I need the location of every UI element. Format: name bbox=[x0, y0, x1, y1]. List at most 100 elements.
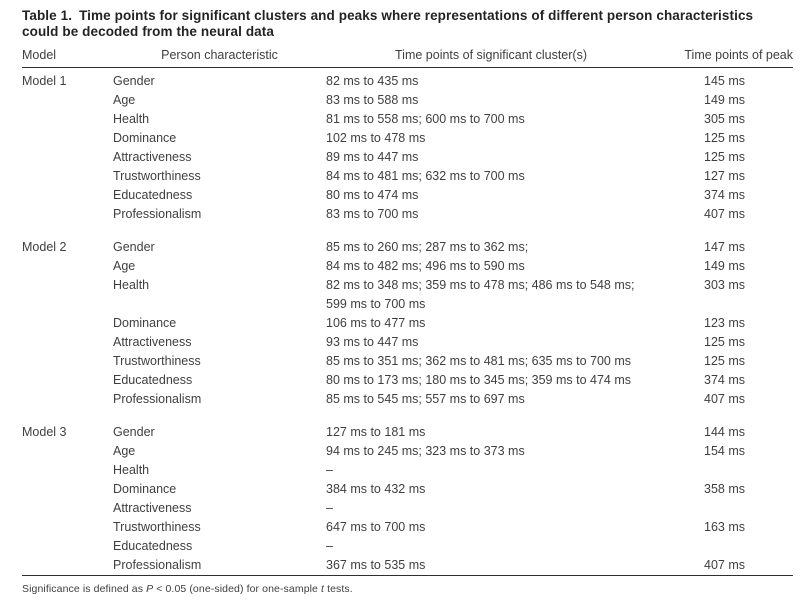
table-row: Attractiveness 89 ms to 447 ms 125 ms bbox=[22, 148, 793, 167]
cell-model bbox=[22, 371, 113, 390]
cell-model bbox=[22, 276, 113, 314]
table-row: Age 94 ms to 245 ms; 323 ms to 373 ms 154 … bbox=[22, 442, 793, 461]
cell-characteristic: Educatedness bbox=[113, 188, 193, 202]
table-row: Dominance 384 ms to 432 ms 358 ms bbox=[22, 480, 793, 499]
group-spacer bbox=[22, 224, 793, 238]
cell-clusters: 82 ms to 348 ms; 359 ms to 478 ms; 486 m… bbox=[326, 278, 635, 311]
cell-model bbox=[22, 537, 113, 556]
table-row: Educatedness 80 ms to 173 ms; 180 ms to 3… bbox=[22, 371, 793, 390]
cell-peak: 149 ms bbox=[704, 259, 745, 273]
table-row: Educatedness 80 ms to 474 ms 374 ms bbox=[22, 186, 793, 205]
cell-characteristic: Attractiveness bbox=[113, 150, 192, 164]
cell-peak: 145 ms bbox=[704, 74, 745, 88]
cell-peak: 125 ms bbox=[704, 131, 745, 145]
footnote-segment: tests. bbox=[324, 583, 353, 595]
table-body: Model 1 Gender 82 ms to 435 ms 145 ms Age 83 … bbox=[22, 68, 793, 576]
cell-clusters: 83 ms to 588 ms bbox=[326, 93, 419, 107]
cell-characteristic: Gender bbox=[113, 74, 155, 88]
table-row: Model 3 Gender 127 ms to 181 ms 144 ms bbox=[22, 423, 793, 442]
col-header-person-characteristic: Person characteristic bbox=[113, 47, 326, 68]
group-spacer-cell bbox=[22, 224, 793, 238]
table-row: Health – bbox=[22, 461, 793, 480]
cell-characteristic: Age bbox=[113, 93, 136, 107]
cell-clusters: 384 ms to 432 ms bbox=[326, 482, 426, 496]
cell-clusters: 102 ms to 478 ms bbox=[326, 131, 426, 145]
cell-model bbox=[22, 129, 113, 148]
cell-peak: 147 ms bbox=[704, 240, 745, 254]
cell-model bbox=[22, 556, 113, 576]
footnote-segment: t bbox=[321, 583, 325, 595]
table-row: Professionalism 85 ms to 545 ms; 557 ms t… bbox=[22, 390, 793, 409]
cell-model: Model 3 bbox=[22, 425, 67, 439]
cell-clusters: 81 ms to 558 ms; 600 ms to 700 ms bbox=[326, 112, 525, 126]
cell-peak: 127 ms bbox=[704, 169, 745, 183]
cell-clusters: 80 ms to 474 ms bbox=[326, 188, 419, 202]
col-header-significant-clusters: Time points of significant cluster(s) bbox=[326, 47, 656, 68]
table-row: Age 84 ms to 482 ms; 496 ms to 590 ms 149 … bbox=[22, 257, 793, 276]
cell-peak: 407 ms bbox=[704, 558, 745, 572]
table-row: Dominance 106 ms to 477 ms 123 ms bbox=[22, 314, 793, 333]
cell-characteristic: Professionalism bbox=[113, 207, 202, 221]
cell-clusters: 85 ms to 351 ms; 362 ms to 481 ms; 635 m… bbox=[326, 354, 631, 368]
cell-clusters: 85 ms to 260 ms; 287 ms to 362 ms; bbox=[326, 240, 529, 254]
cell-peak: 374 ms bbox=[704, 188, 745, 202]
table-title-line-1: Time points for significant clusters and… bbox=[79, 8, 754, 23]
cell-model bbox=[22, 110, 113, 129]
cell-peak: 144 ms bbox=[704, 425, 745, 439]
cell-characteristic: Gender bbox=[113, 425, 155, 439]
cell-characteristic: Educatedness bbox=[113, 539, 193, 553]
cell-characteristic: Trustworthiness bbox=[113, 169, 201, 183]
table-row: Trustworthiness 85 ms to 351 ms; 362 ms t… bbox=[22, 352, 793, 371]
footnote-segment: P bbox=[146, 583, 154, 595]
cell-peak: 125 ms bbox=[704, 354, 745, 368]
cell-peak: 163 ms bbox=[704, 520, 745, 534]
cell-characteristic: Age bbox=[113, 444, 136, 458]
group-spacer-cell bbox=[22, 409, 793, 423]
table-row: Attractiveness – bbox=[22, 499, 793, 518]
cell-characteristic: Age bbox=[113, 259, 136, 273]
col-header-peak: Time points of peak bbox=[656, 47, 793, 68]
cell-model bbox=[22, 390, 113, 409]
cell-model bbox=[22, 518, 113, 537]
cell-clusters: – bbox=[326, 539, 333, 553]
cell-characteristic: Dominance bbox=[113, 131, 177, 145]
table-row: Professionalism 367 ms to 535 ms 407 ms bbox=[22, 556, 793, 576]
cell-clusters: 82 ms to 435 ms bbox=[326, 74, 419, 88]
cell-clusters: – bbox=[326, 501, 333, 515]
cell-characteristic: Health bbox=[113, 278, 150, 292]
cell-peak: 125 ms bbox=[704, 150, 745, 164]
cell-model bbox=[22, 148, 113, 167]
table-row: Dominance 102 ms to 478 ms 125 ms bbox=[22, 129, 793, 148]
table-title-line-2: could be decoded from the neural data bbox=[22, 24, 274, 39]
group-spacer bbox=[22, 409, 793, 423]
results-table: Model Person characteristic Time points … bbox=[22, 47, 793, 576]
table-title: Table 1. Time points for significant clus… bbox=[22, 8, 793, 40]
header-row: Model Person characteristic Time points … bbox=[22, 47, 793, 68]
cell-model bbox=[22, 499, 113, 518]
table-title-label: Table 1. bbox=[22, 8, 73, 23]
cell-model bbox=[22, 91, 113, 110]
col-header-model: Model bbox=[22, 47, 113, 68]
cell-clusters: – bbox=[326, 463, 333, 477]
cell-peak: 154 ms bbox=[704, 444, 745, 458]
cell-model bbox=[22, 461, 113, 480]
table-row: Trustworthiness 84 ms to 481 ms; 632 ms t… bbox=[22, 167, 793, 186]
cell-model bbox=[22, 314, 113, 333]
cell-characteristic: Attractiveness bbox=[113, 501, 192, 515]
table-footnote: Significance is defined as P < 0.05 (one… bbox=[22, 583, 793, 595]
cell-clusters: 106 ms to 477 ms bbox=[326, 316, 426, 330]
table-row: Age 83 ms to 588 ms 149 ms bbox=[22, 91, 793, 110]
cell-model: Model 2 bbox=[22, 240, 67, 254]
cell-model bbox=[22, 205, 113, 224]
table-row: Trustworthiness 647 ms to 700 ms 163 ms bbox=[22, 518, 793, 537]
cell-clusters: 80 ms to 173 ms; 180 ms to 345 ms; 359 m… bbox=[326, 373, 631, 387]
cell-peak: 358 ms bbox=[704, 482, 745, 496]
cell-clusters: 93 ms to 447 ms bbox=[326, 335, 419, 349]
cell-clusters: 94 ms to 245 ms; 323 ms to 373 ms bbox=[326, 444, 525, 458]
table-row: Model 1 Gender 82 ms to 435 ms 145 ms bbox=[22, 68, 793, 92]
footnote-segment: Significance is defined as bbox=[22, 583, 147, 595]
cell-characteristic: Trustworthiness bbox=[113, 354, 201, 368]
cell-characteristic: Professionalism bbox=[113, 392, 202, 406]
cell-clusters: 367 ms to 535 ms bbox=[326, 558, 426, 572]
